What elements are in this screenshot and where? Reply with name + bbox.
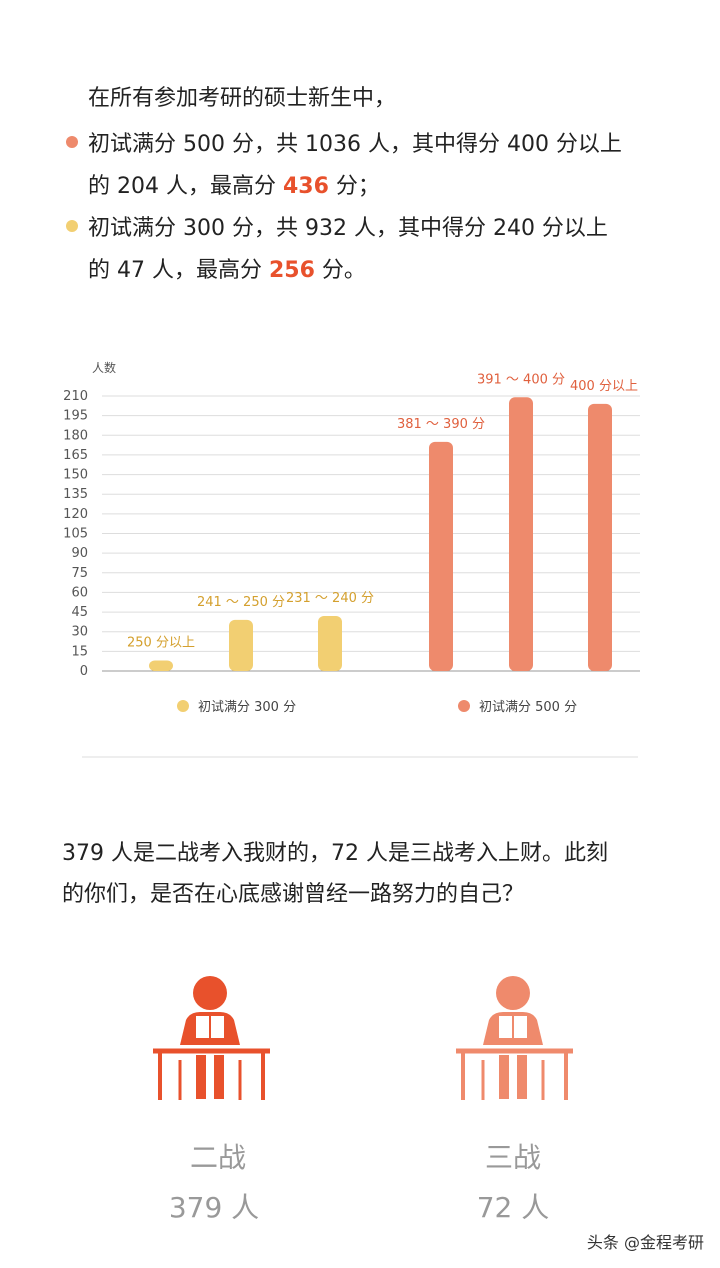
y-tick-label: 0 [80, 664, 88, 679]
text: 的 47 人，最高分 [88, 258, 269, 283]
bar [588, 403, 612, 671]
text: 的 204 人，最高分 [88, 174, 283, 199]
y-tick-label: 60 [71, 585, 88, 600]
bar [149, 660, 173, 671]
card-count: 379 人 [169, 1191, 259, 1224]
chart: 0 15 30 45 60 75 90 105 120 135 150 165 180 195 210 250… [63, 372, 640, 715]
bullet-dot [66, 136, 78, 148]
highlight: 436 [283, 174, 329, 199]
legend-label: 初试满分 500 分 [479, 700, 577, 715]
icon-student [153, 976, 270, 1100]
bullet-dot [66, 220, 78, 232]
y-tick-label: 195 [63, 409, 88, 424]
y-tick-label: 45 [71, 605, 88, 620]
category-label: 391 ～ 400 分 [477, 372, 565, 387]
bullet-line: 的 47 人，最高分 256 分。 [88, 258, 366, 283]
card-label: 二战 [190, 1141, 246, 1174]
category-label: 241 ～ 250 分 [197, 595, 285, 610]
y-tick-label: 150 [63, 468, 88, 483]
intro: 在所有参加考研的硕士新生中， [88, 86, 396, 111]
bullet-line: 初试满分 300 分，共 932 人，其中得分 240 分以上 [88, 216, 608, 241]
category-label: 250 分以上 [127, 636, 195, 651]
category-label: 400 分以上 [570, 379, 638, 394]
category-label: 231 ～ 240 分 [286, 591, 374, 606]
y-tick-label: 90 [71, 546, 88, 561]
y-tick-label: 165 [63, 448, 88, 463]
y-tick-label: 105 [63, 527, 88, 542]
bar [229, 619, 253, 671]
icon-student [456, 976, 573, 1100]
legend-marker [458, 700, 470, 712]
y-axis-label: 人数 [92, 360, 116, 375]
text: 分。 [315, 258, 366, 283]
y-tick-label: 135 [63, 487, 88, 502]
y-tick-label: 30 [71, 625, 88, 640]
y-tick-label: 75 [71, 566, 88, 581]
paragraph-line: 379 人是二战考入我财的，72 人是三战考入上财。此刻 [62, 841, 608, 866]
text: 分； [329, 174, 380, 199]
y-tick-label: 120 [63, 507, 88, 522]
bar [429, 441, 453, 671]
legend-marker [177, 700, 189, 712]
paragraph-line: 的你们，是否在心底感谢曾经一路努力的自己？ [62, 882, 524, 907]
bar [509, 397, 533, 671]
y-tick-label: 15 [71, 644, 88, 659]
card-count: 72 人 [477, 1191, 550, 1224]
y-tick-label: 180 [63, 428, 88, 443]
bar [318, 616, 342, 671]
watermark: 头条 @金程考研 [587, 1233, 704, 1252]
category-label: 381 ～ 390 分 [397, 417, 485, 432]
bullet-line: 初试满分 500 分，共 1036 人，其中得分 400 分以上 [88, 132, 622, 157]
highlight: 256 [269, 258, 315, 283]
y-tick-label: 210 [63, 389, 88, 404]
card-label: 三战 [485, 1141, 541, 1174]
legend-label: 初试满分 300 分 [198, 700, 296, 715]
bullet-line: 的 204 人，最高分 436 分； [88, 174, 380, 199]
